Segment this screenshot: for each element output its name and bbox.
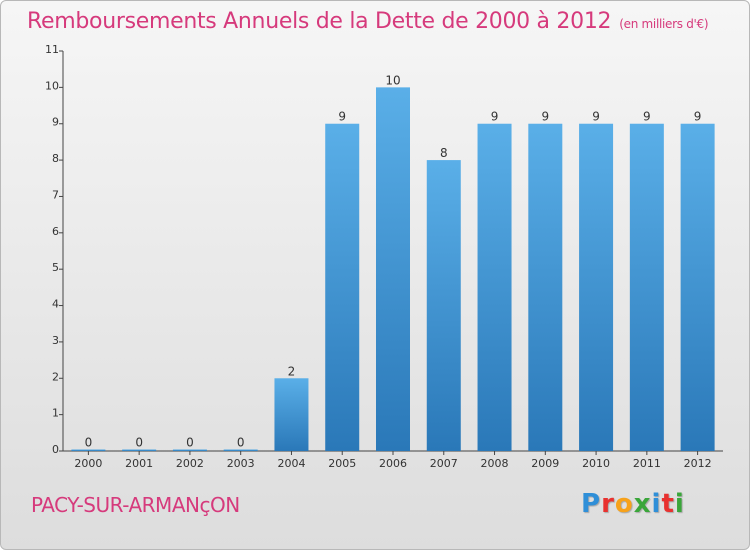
x-tick-label: 2006 bbox=[379, 457, 407, 470]
data-label-2001: 0 bbox=[135, 436, 143, 450]
bar-2010 bbox=[579, 123, 614, 452]
y-tick-label: 0 bbox=[52, 443, 59, 456]
data-labels: 0 0 0 0 2 9 10 8 9 9 9 9 9 bbox=[85, 73, 702, 449]
x-tick-label: 2009 bbox=[531, 457, 559, 470]
data-label-2008: 9 bbox=[491, 110, 499, 124]
x-tick-label: 2005 bbox=[328, 457, 356, 470]
y-tick-label: 3 bbox=[52, 334, 59, 347]
chart-title: Remboursements Annuels de la Dette de 20… bbox=[27, 9, 709, 34]
bars bbox=[71, 87, 715, 452]
data-label-2007: 8 bbox=[440, 146, 448, 160]
x-tick-label: 2008 bbox=[481, 457, 509, 470]
bar-2009 bbox=[528, 123, 563, 452]
data-label-2005: 9 bbox=[338, 110, 346, 124]
data-label-2011: 9 bbox=[643, 110, 651, 124]
x-tick-label: 2007 bbox=[430, 457, 458, 470]
data-label-2010: 9 bbox=[592, 110, 600, 124]
y-tick-label: 7 bbox=[52, 188, 59, 201]
bar-2008 bbox=[477, 123, 512, 452]
brand-letter: r bbox=[601, 489, 615, 519]
bar-2002 bbox=[172, 449, 207, 451]
data-label-2012: 9 bbox=[694, 110, 702, 124]
bar-2001 bbox=[122, 449, 157, 451]
x-tick-label: 2011 bbox=[633, 457, 661, 470]
data-label-2004: 2 bbox=[288, 364, 296, 378]
x-tick-label: 2012 bbox=[684, 457, 712, 470]
x-tick-label: 2002 bbox=[176, 457, 204, 470]
brand-logo: Proxiti bbox=[581, 489, 685, 519]
y-tick-label: 1 bbox=[52, 407, 59, 420]
bar-2004 bbox=[274, 378, 309, 451]
x-tick-label: 2003 bbox=[227, 457, 255, 470]
x-tick-label: 2004 bbox=[277, 457, 305, 470]
y-tick-label: 5 bbox=[52, 261, 59, 274]
bar-2006 bbox=[376, 87, 410, 451]
brand-letter: i bbox=[651, 489, 662, 519]
bar-2005 bbox=[325, 123, 360, 452]
y-tick-label: 2 bbox=[52, 370, 59, 383]
data-label-2002: 0 bbox=[186, 436, 194, 450]
data-label-2006: 10 bbox=[385, 73, 400, 87]
brand-letter: t bbox=[661, 489, 675, 519]
x-tick-label: 2001 bbox=[125, 457, 153, 470]
data-label-2003: 0 bbox=[237, 436, 245, 450]
x-tick-label: 2010 bbox=[582, 457, 610, 470]
bar-2003 bbox=[223, 449, 258, 451]
brand-letter: o bbox=[614, 489, 634, 519]
city-name: PACY-SUR-ARMANçON bbox=[31, 493, 240, 517]
bar-2011 bbox=[629, 123, 664, 452]
bar-2012 bbox=[680, 123, 715, 452]
x-tick-label: 2000 bbox=[74, 457, 102, 470]
brand-letter: P bbox=[581, 489, 602, 519]
y-tick-label: 8 bbox=[52, 152, 59, 165]
bar-2007 bbox=[426, 160, 461, 451]
y-tick-label: 4 bbox=[52, 298, 59, 311]
bar-2000 bbox=[71, 449, 106, 451]
y-tick-label: 6 bbox=[52, 225, 59, 238]
brand-letter: i bbox=[674, 489, 685, 519]
chart-title-text: Remboursements Annuels de la Dette de 20… bbox=[27, 9, 612, 34]
chart-subtitle: (en milliers d'€) bbox=[619, 17, 709, 31]
data-label-2009: 9 bbox=[541, 110, 549, 124]
y-tick-label: 9 bbox=[52, 116, 59, 129]
y-tick-label: 10 bbox=[45, 79, 59, 92]
data-label-2000: 0 bbox=[85, 436, 93, 450]
y-tick-label: 11 bbox=[45, 43, 59, 56]
brand-letter: x bbox=[633, 489, 652, 519]
